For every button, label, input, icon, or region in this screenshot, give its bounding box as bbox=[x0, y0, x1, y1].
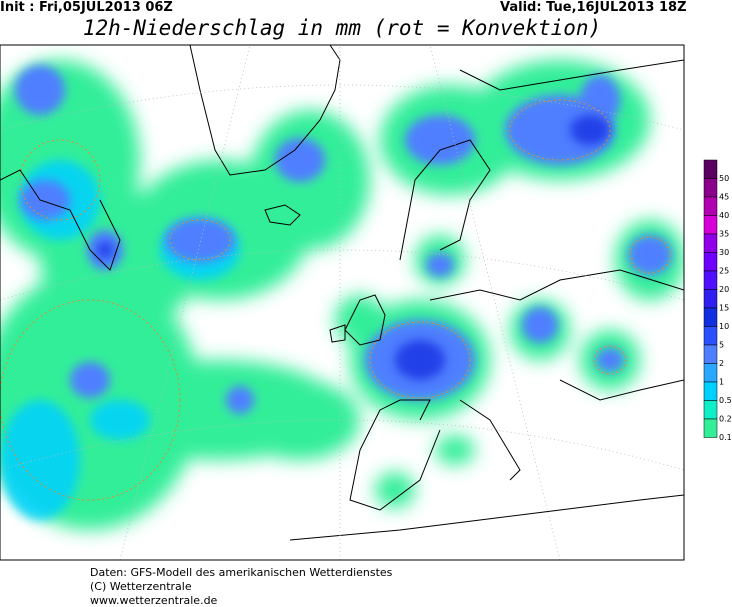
legend-swatch bbox=[703, 289, 718, 309]
legend-label: 5 bbox=[719, 341, 724, 350]
legend-label: 0.1 bbox=[719, 433, 732, 442]
color-legend: 50 45 40 35 30 25 20 15 10 5 2 1 0.5 0.2 0.1 bbox=[703, 159, 732, 442]
footer-url: www.wetterzentrale.de bbox=[90, 594, 218, 607]
legend-label: 45 bbox=[719, 193, 729, 202]
legend-swatch bbox=[703, 307, 718, 327]
map-title: 12h-Niederschlag in mm (rot = Konvektion… bbox=[82, 16, 602, 40]
legend-swatch bbox=[703, 400, 718, 420]
legend-swatch bbox=[703, 196, 718, 216]
legend-label: 30 bbox=[719, 248, 729, 257]
coastlines bbox=[0, 45, 684, 541]
legend-label: 15 bbox=[719, 304, 729, 313]
legend-swatch bbox=[703, 178, 718, 198]
init-time: Init : Fri,05JUL2013 06Z bbox=[0, 0, 173, 15]
legend-swatch bbox=[703, 270, 718, 290]
legend-label: 0.5 bbox=[719, 396, 732, 405]
footer-source: Daten: GFS-Modell des amerikanischen Wet… bbox=[90, 566, 393, 579]
legend-label: 25 bbox=[719, 267, 729, 276]
legend-swatch bbox=[703, 159, 718, 179]
legend-swatch bbox=[703, 418, 718, 438]
precipitation-field bbox=[0, 45, 684, 560]
legend-label: 2 bbox=[719, 359, 724, 368]
graticule bbox=[0, 45, 684, 560]
legend-swatch bbox=[703, 233, 718, 253]
legend-label: 40 bbox=[719, 211, 729, 220]
legend-swatch bbox=[703, 363, 718, 383]
legend-label: 20 bbox=[719, 285, 729, 294]
convection-contours bbox=[0, 99, 671, 501]
legend-label: 0.2 bbox=[719, 415, 732, 424]
legend-swatch bbox=[703, 215, 718, 235]
legend-label: 10 bbox=[719, 322, 729, 331]
legend-label: 35 bbox=[719, 230, 729, 239]
footer-copyright: (C) Wetterzentrale bbox=[90, 580, 192, 593]
legend-swatch bbox=[703, 381, 718, 401]
legend-swatch bbox=[703, 326, 718, 346]
legend-swatch bbox=[703, 344, 718, 364]
map-frame bbox=[0, 44, 685, 561]
valid-time: Valid: Tue,16JUL2013 18Z bbox=[500, 0, 687, 15]
legend-label: 50 bbox=[719, 174, 729, 183]
legend-swatch bbox=[703, 252, 718, 272]
legend-label: 1 bbox=[719, 378, 724, 387]
